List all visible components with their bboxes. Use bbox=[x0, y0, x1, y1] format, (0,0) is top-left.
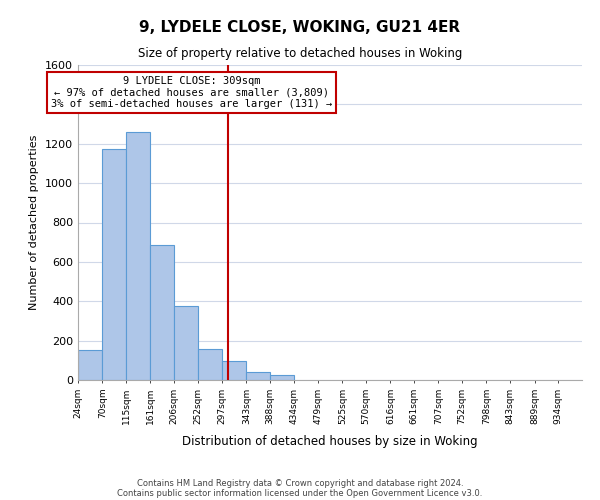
X-axis label: Distribution of detached houses by size in Woking: Distribution of detached houses by size … bbox=[182, 435, 478, 448]
Y-axis label: Number of detached properties: Number of detached properties bbox=[29, 135, 40, 310]
Bar bbox=[102, 148, 126, 380]
Text: Contains HM Land Registry data © Crown copyright and database right 2024.: Contains HM Land Registry data © Crown c… bbox=[137, 478, 463, 488]
Bar bbox=[222, 362, 246, 380]
Bar bbox=[199, 348, 222, 380]
Text: Size of property relative to detached houses in Woking: Size of property relative to detached ho… bbox=[138, 48, 462, 60]
Bar bbox=[174, 306, 198, 380]
Text: 9, LYDELE CLOSE, WOKING, GU21 4ER: 9, LYDELE CLOSE, WOKING, GU21 4ER bbox=[139, 20, 461, 35]
Text: Contains public sector information licensed under the Open Government Licence v3: Contains public sector information licen… bbox=[118, 488, 482, 498]
Bar bbox=[270, 375, 294, 380]
Bar bbox=[78, 350, 102, 380]
Bar bbox=[247, 372, 270, 380]
Bar bbox=[126, 132, 150, 380]
Text: 9 LYDELE CLOSE: 309sqm
← 97% of detached houses are smaller (3,809)
3% of semi-d: 9 LYDELE CLOSE: 309sqm ← 97% of detached… bbox=[51, 76, 332, 109]
Bar bbox=[151, 245, 174, 380]
